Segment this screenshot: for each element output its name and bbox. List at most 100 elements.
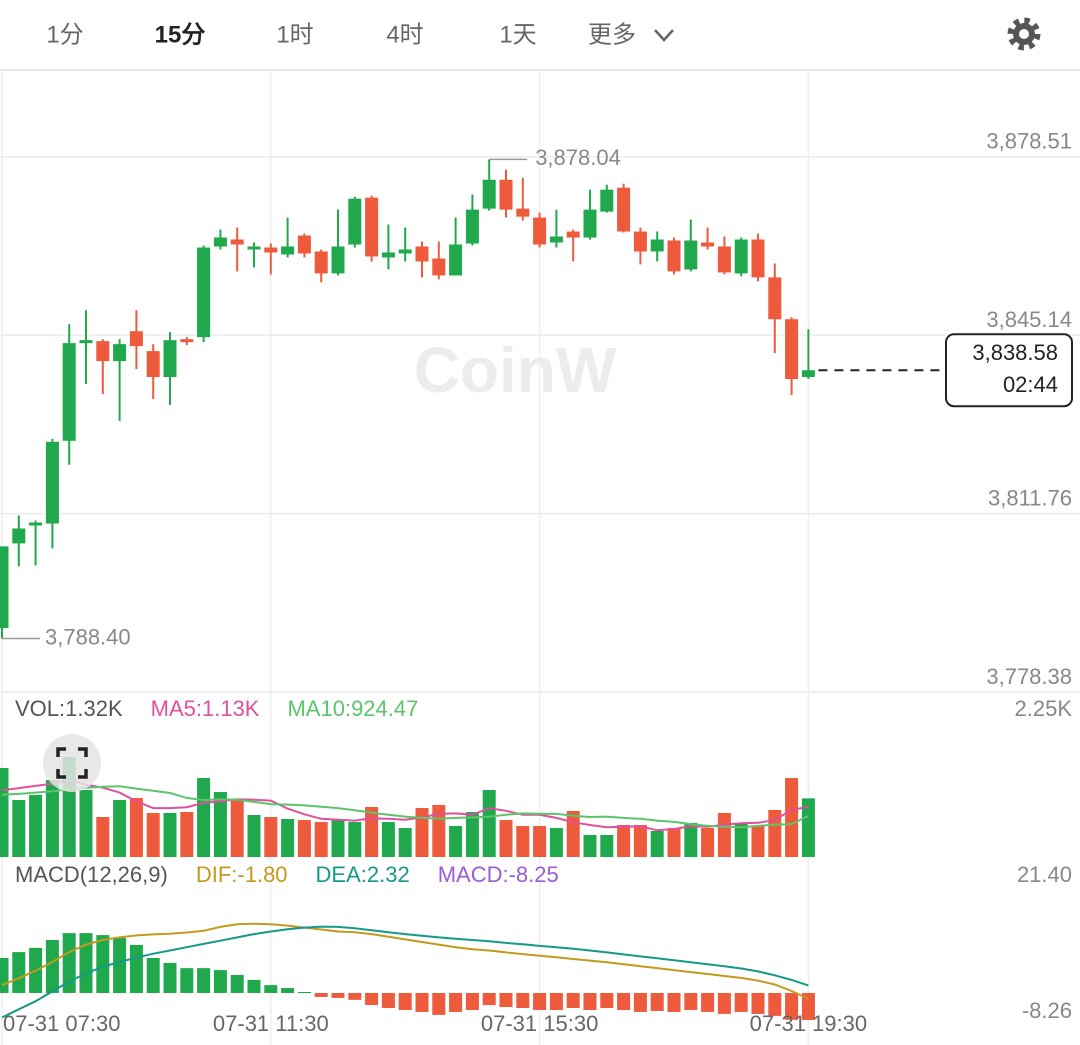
volume-bar (583, 835, 597, 857)
candle-body (734, 239, 748, 274)
volume-bar (633, 825, 647, 857)
macd-bar (583, 992, 597, 1010)
volume-bar (281, 819, 295, 857)
macd-bar (432, 992, 446, 1015)
candle-body (633, 231, 647, 252)
macd-bar (398, 992, 412, 1010)
macd-bar (734, 992, 748, 1012)
macd-bar (633, 992, 647, 1012)
indicator-line (1, 925, 809, 1019)
candle-body (45, 441, 59, 524)
macd-bar (45, 940, 59, 993)
settings-icon[interactable] (1007, 17, 1041, 51)
volume-bar (113, 800, 127, 857)
candle-body (314, 251, 328, 274)
y-tick-label: 3,778.38 (986, 664, 1072, 689)
timeframe-tab[interactable]: 1分 (46, 21, 83, 48)
volume-bar (533, 826, 547, 857)
volume-bar (449, 826, 463, 857)
volume-bar (146, 813, 160, 857)
last-price-label: 3,838.58 (972, 340, 1058, 365)
candle-body (667, 240, 681, 272)
volume-bar (650, 831, 664, 857)
y-tick-label: 3,878.51 (986, 129, 1072, 154)
volume-bar (29, 795, 43, 857)
volume-bar (465, 812, 479, 857)
indicator-legend: VOL:1.32K (15, 696, 123, 721)
x-tick-label: 07-31 07:30 (3, 1011, 120, 1036)
indicator-legend: DIF:-1.80 (196, 862, 288, 887)
volume-bar (701, 828, 715, 857)
volume-bar (12, 800, 26, 857)
timeframe-tab[interactable]: 4时 (386, 21, 423, 48)
grid-layer (0, 72, 1080, 1045)
volume-bar (381, 822, 395, 857)
macd-bar (146, 957, 160, 993)
macd-bar (415, 992, 429, 1012)
macd-bar (230, 974, 244, 993)
macd-bar (163, 962, 177, 993)
macd-bar (365, 992, 379, 1006)
volume-bar (801, 798, 815, 857)
candle-body (768, 277, 782, 320)
candle-body (566, 231, 580, 238)
indicator-legend: MA10:924.47 (287, 696, 418, 721)
candle-body (113, 344, 127, 362)
macd-bar (113, 938, 127, 993)
volume-bar (365, 807, 379, 857)
volume-bar (717, 813, 731, 857)
candle-body (381, 252, 395, 258)
candle-body (129, 331, 143, 347)
volume-bar (667, 828, 681, 857)
timeframe-tab[interactable]: 1时 (276, 21, 313, 48)
candle-body (29, 522, 43, 526)
indicator-line (1, 779, 809, 832)
macd-bar (381, 992, 395, 1009)
macd-bar (549, 992, 563, 1010)
macd-bar (12, 952, 26, 993)
candle-body (331, 246, 345, 274)
y-tick-label: 3,845.14 (986, 307, 1072, 332)
volume-bar (163, 813, 177, 857)
indicator-legend: MACD:-8.25 (438, 862, 559, 887)
candle-body (163, 340, 177, 378)
candle-body (701, 242, 715, 247)
candle-body (79, 340, 93, 344)
volume-bar (549, 828, 563, 857)
candle-body (801, 370, 815, 378)
candle-body (348, 198, 362, 245)
candle-body (230, 239, 244, 245)
macd-bar (667, 992, 681, 1012)
candle-body (146, 351, 160, 378)
indicator-line (1, 785, 809, 829)
volume-bar (180, 812, 194, 857)
volume-bar (314, 822, 328, 857)
macd-bar (566, 992, 580, 1009)
candle-body (247, 246, 261, 250)
volume-bar (348, 822, 362, 857)
text-layer: 1分 15分 1时 4时 1天 更多 07-31 07:30 07-31 11:30 07-31… (3, 21, 1072, 1035)
candle-body (213, 237, 227, 247)
timeframe-tab[interactable]: 更多 (588, 21, 636, 48)
macd-bar (465, 992, 479, 1010)
low-annotation: 3,788.40 (45, 624, 131, 649)
macd-bar (0, 957, 9, 993)
candle-body (482, 179, 496, 209)
candle-body (281, 246, 295, 255)
macd-bar (785, 992, 799, 1020)
indicator-legend: DEA:2.32 (316, 862, 410, 887)
candle-body (297, 235, 311, 254)
timeframe-tab[interactable]: 15分 (155, 21, 206, 48)
y-tick-label: 21.40 (1017, 862, 1072, 887)
candle-body (197, 247, 211, 338)
volume-bar (331, 820, 345, 857)
timeframe-tab[interactable]: 1天 (499, 21, 536, 48)
macd-bar (617, 992, 631, 1010)
macd-bar (281, 988, 295, 993)
fullscreen-button[interactable] (43, 734, 101, 792)
more-chevron[interactable] (654, 29, 674, 42)
y-tick-label: 3,811.76 (988, 485, 1072, 510)
last-price-box (945, 333, 1073, 408)
marks-layer (0, 158, 1073, 1020)
